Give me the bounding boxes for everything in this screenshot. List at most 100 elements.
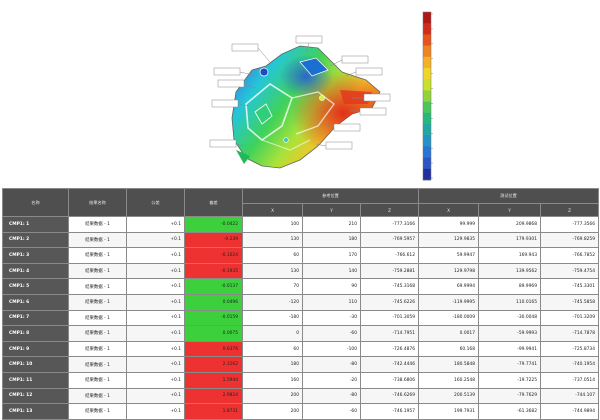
table-row: CMP1: 2 结果数据 - 1 +0.1 -0.239 130 180 -769.5957…: [2, 231, 599, 249]
measured-y-cell: 89.9969: [478, 278, 541, 295]
measured-y-cell: -59.9993: [478, 325, 541, 342]
measured-y-cell: 169.943: [478, 247, 541, 264]
color-scale-frame: [422, 11, 432, 181]
measured-x-cell: 160.2548: [418, 371, 479, 389]
callout: [231, 43, 271, 63]
nominal-y-cell: 210: [302, 216, 361, 233]
callout: [352, 93, 391, 102]
header-measured-y: Y: [478, 203, 541, 217]
callout: [217, 79, 257, 89]
deviation-cell: -0.0422: [184, 216, 243, 233]
tolerance-cell: +0.1: [126, 387, 185, 405]
row-name-cell: CMP1: 10: [2, 356, 69, 373]
nominal-z-cell: -746.6269: [360, 387, 419, 405]
nominal-z-cell: -726.4876: [360, 340, 419, 358]
nominal-y-cell: -80: [302, 387, 361, 405]
nominal-z-cell: -769.5957: [360, 231, 419, 249]
measured-y-cell: 139.9562: [478, 262, 541, 280]
callout: [211, 99, 249, 108]
table-row: CMP1: 10 结果数据 - 1 +0.1 2.3162 180 -80 -742.444…: [2, 356, 599, 373]
measured-x-cell: 0.0017: [418, 325, 479, 342]
table-row: CMP1: 13 结果数据 - 1 +0.1 1.8731 200 -60 -746.195…: [2, 403, 599, 420]
tolerance-cell: +0.1: [126, 247, 185, 264]
nominal-y-cell: -20: [302, 371, 361, 389]
color-scale-segment: [423, 112, 431, 125]
tolerance-cell: +0.1: [126, 403, 185, 420]
result-name-cell: 结果数据 - 1: [68, 340, 127, 358]
nominal-x-cell: 160: [242, 371, 303, 389]
measured-y-cell: -30.0048: [478, 309, 541, 327]
tolerance-cell: +0.1: [126, 309, 185, 327]
result-name-cell: 结果数据 - 1: [68, 371, 127, 389]
table-row: CMP1: 4 结果数据 - 1 +0.1 -0.1935 130 140 -759.288…: [2, 262, 599, 280]
row-name-cell: CMP1: 9: [2, 340, 69, 358]
result-name-cell: 结果数据 - 1: [68, 262, 127, 280]
measured-z-cell: -745.3301: [540, 278, 599, 295]
tolerance-cell: +0.1: [126, 325, 185, 342]
color-scale-segment: [423, 168, 431, 181]
nominal-y-cell: -80: [302, 356, 361, 373]
tolerance-cell: +0.1: [126, 293, 185, 311]
deviation-color-map: [209, 11, 433, 181]
nominal-x-cell: 70: [242, 278, 303, 295]
color-scale-segment: [423, 146, 431, 158]
nominal-z-cell: -745.6226: [360, 293, 419, 311]
color-scale-segment: [423, 79, 431, 91]
nominal-z-cell: -742.4446: [360, 356, 419, 373]
table-subheader-row: X Y Z X Y Z: [3, 203, 599, 217]
tolerance-cell: +0.1: [126, 278, 185, 295]
measured-x-cell: 200.5139: [418, 387, 479, 405]
callout: [349, 107, 387, 116]
row-name-cell: CMP1: 2: [2, 231, 69, 249]
table-row: CMP1: 12 结果数据 - 1 +0.1 2.9824 200 -80 -746.626…: [2, 387, 599, 405]
callout: [209, 139, 245, 148]
measured-z-cell: -777.3566: [540, 216, 599, 233]
nominal-x-cell: 200: [242, 403, 303, 420]
deviation-cell: 1.5944: [184, 371, 243, 389]
nominal-y-cell: 140: [302, 262, 361, 280]
header-measured-position: 测试位置: [418, 188, 599, 204]
color-scale-segment: [423, 68, 431, 80]
tolerance-cell: +0.1: [126, 262, 185, 280]
color-scale-segment: [423, 90, 431, 102]
row-name-cell: CMP1: 11: [2, 371, 69, 389]
table-header-row: 名称 结果名称 公差 偏差 参考位置 测试位置: [2, 188, 599, 217]
result-name-cell: 结果数据 - 1: [68, 216, 127, 233]
header-result: 结果名称: [68, 188, 127, 217]
color-scale-segment: [423, 45, 431, 58]
measured-x-cell: 60.168: [418, 340, 479, 358]
measured-y-cell: -79.7741: [478, 356, 541, 373]
color-scale-segment: [423, 157, 431, 170]
result-name-cell: 结果数据 - 1: [68, 356, 127, 373]
color-scale-segment: [423, 124, 431, 136]
table-row: CMP1: 7 结果数据 - 1 +0.1 -0.0159 -180 -30 -701.30…: [2, 309, 599, 327]
header-nominal-x: X: [242, 203, 303, 217]
header-nominal-z: Z: [360, 203, 419, 217]
deviation-cell: 0.0496: [184, 293, 243, 311]
nominal-y-cell: -60: [302, 325, 361, 342]
measured-z-cell: -701.3209: [540, 309, 599, 327]
measured-x-cell: -180.0009: [418, 309, 479, 327]
measured-y-cell: 110.0165: [478, 293, 541, 311]
measurement-table: 名称 结果名称 公差 偏差 参考位置 测试位置 X Y Z X Y Z CMP1…: [2, 188, 599, 420]
result-name-cell: 结果数据 - 1: [68, 278, 127, 295]
measured-x-cell: 180.5848: [418, 356, 479, 373]
callout: [325, 123, 361, 132]
header-nominal-y: Y: [302, 203, 361, 217]
measured-z-cell: -769.8259: [540, 231, 599, 249]
callout: [315, 141, 353, 150]
measured-x-cell: 129.9798: [418, 262, 479, 280]
deviation-cell: -0.1024: [184, 247, 243, 264]
header-measured-x: X: [418, 203, 479, 217]
nominal-y-cell: 180: [302, 231, 361, 249]
measured-z-cell: -714.7878: [540, 325, 599, 342]
row-name-cell: CMP1: 4: [2, 262, 69, 280]
deviation-cell: -0.0159: [184, 309, 243, 327]
nominal-y-cell: -60: [302, 403, 361, 420]
tolerance-cell: +0.1: [126, 216, 185, 233]
nominal-x-cell: 100: [242, 216, 303, 233]
table-row: CMP1: 9 结果数据 - 1 +0.1 0.6376 60 -100 -726.4876…: [2, 340, 599, 358]
measured-y-cell: 209.9868: [478, 216, 541, 233]
table-row: CMP1: 5 结果数据 - 1 +0.1 -0.0137 70 90 -745.3168 6…: [2, 278, 599, 295]
measured-y-cell: -99.9941: [478, 340, 541, 358]
